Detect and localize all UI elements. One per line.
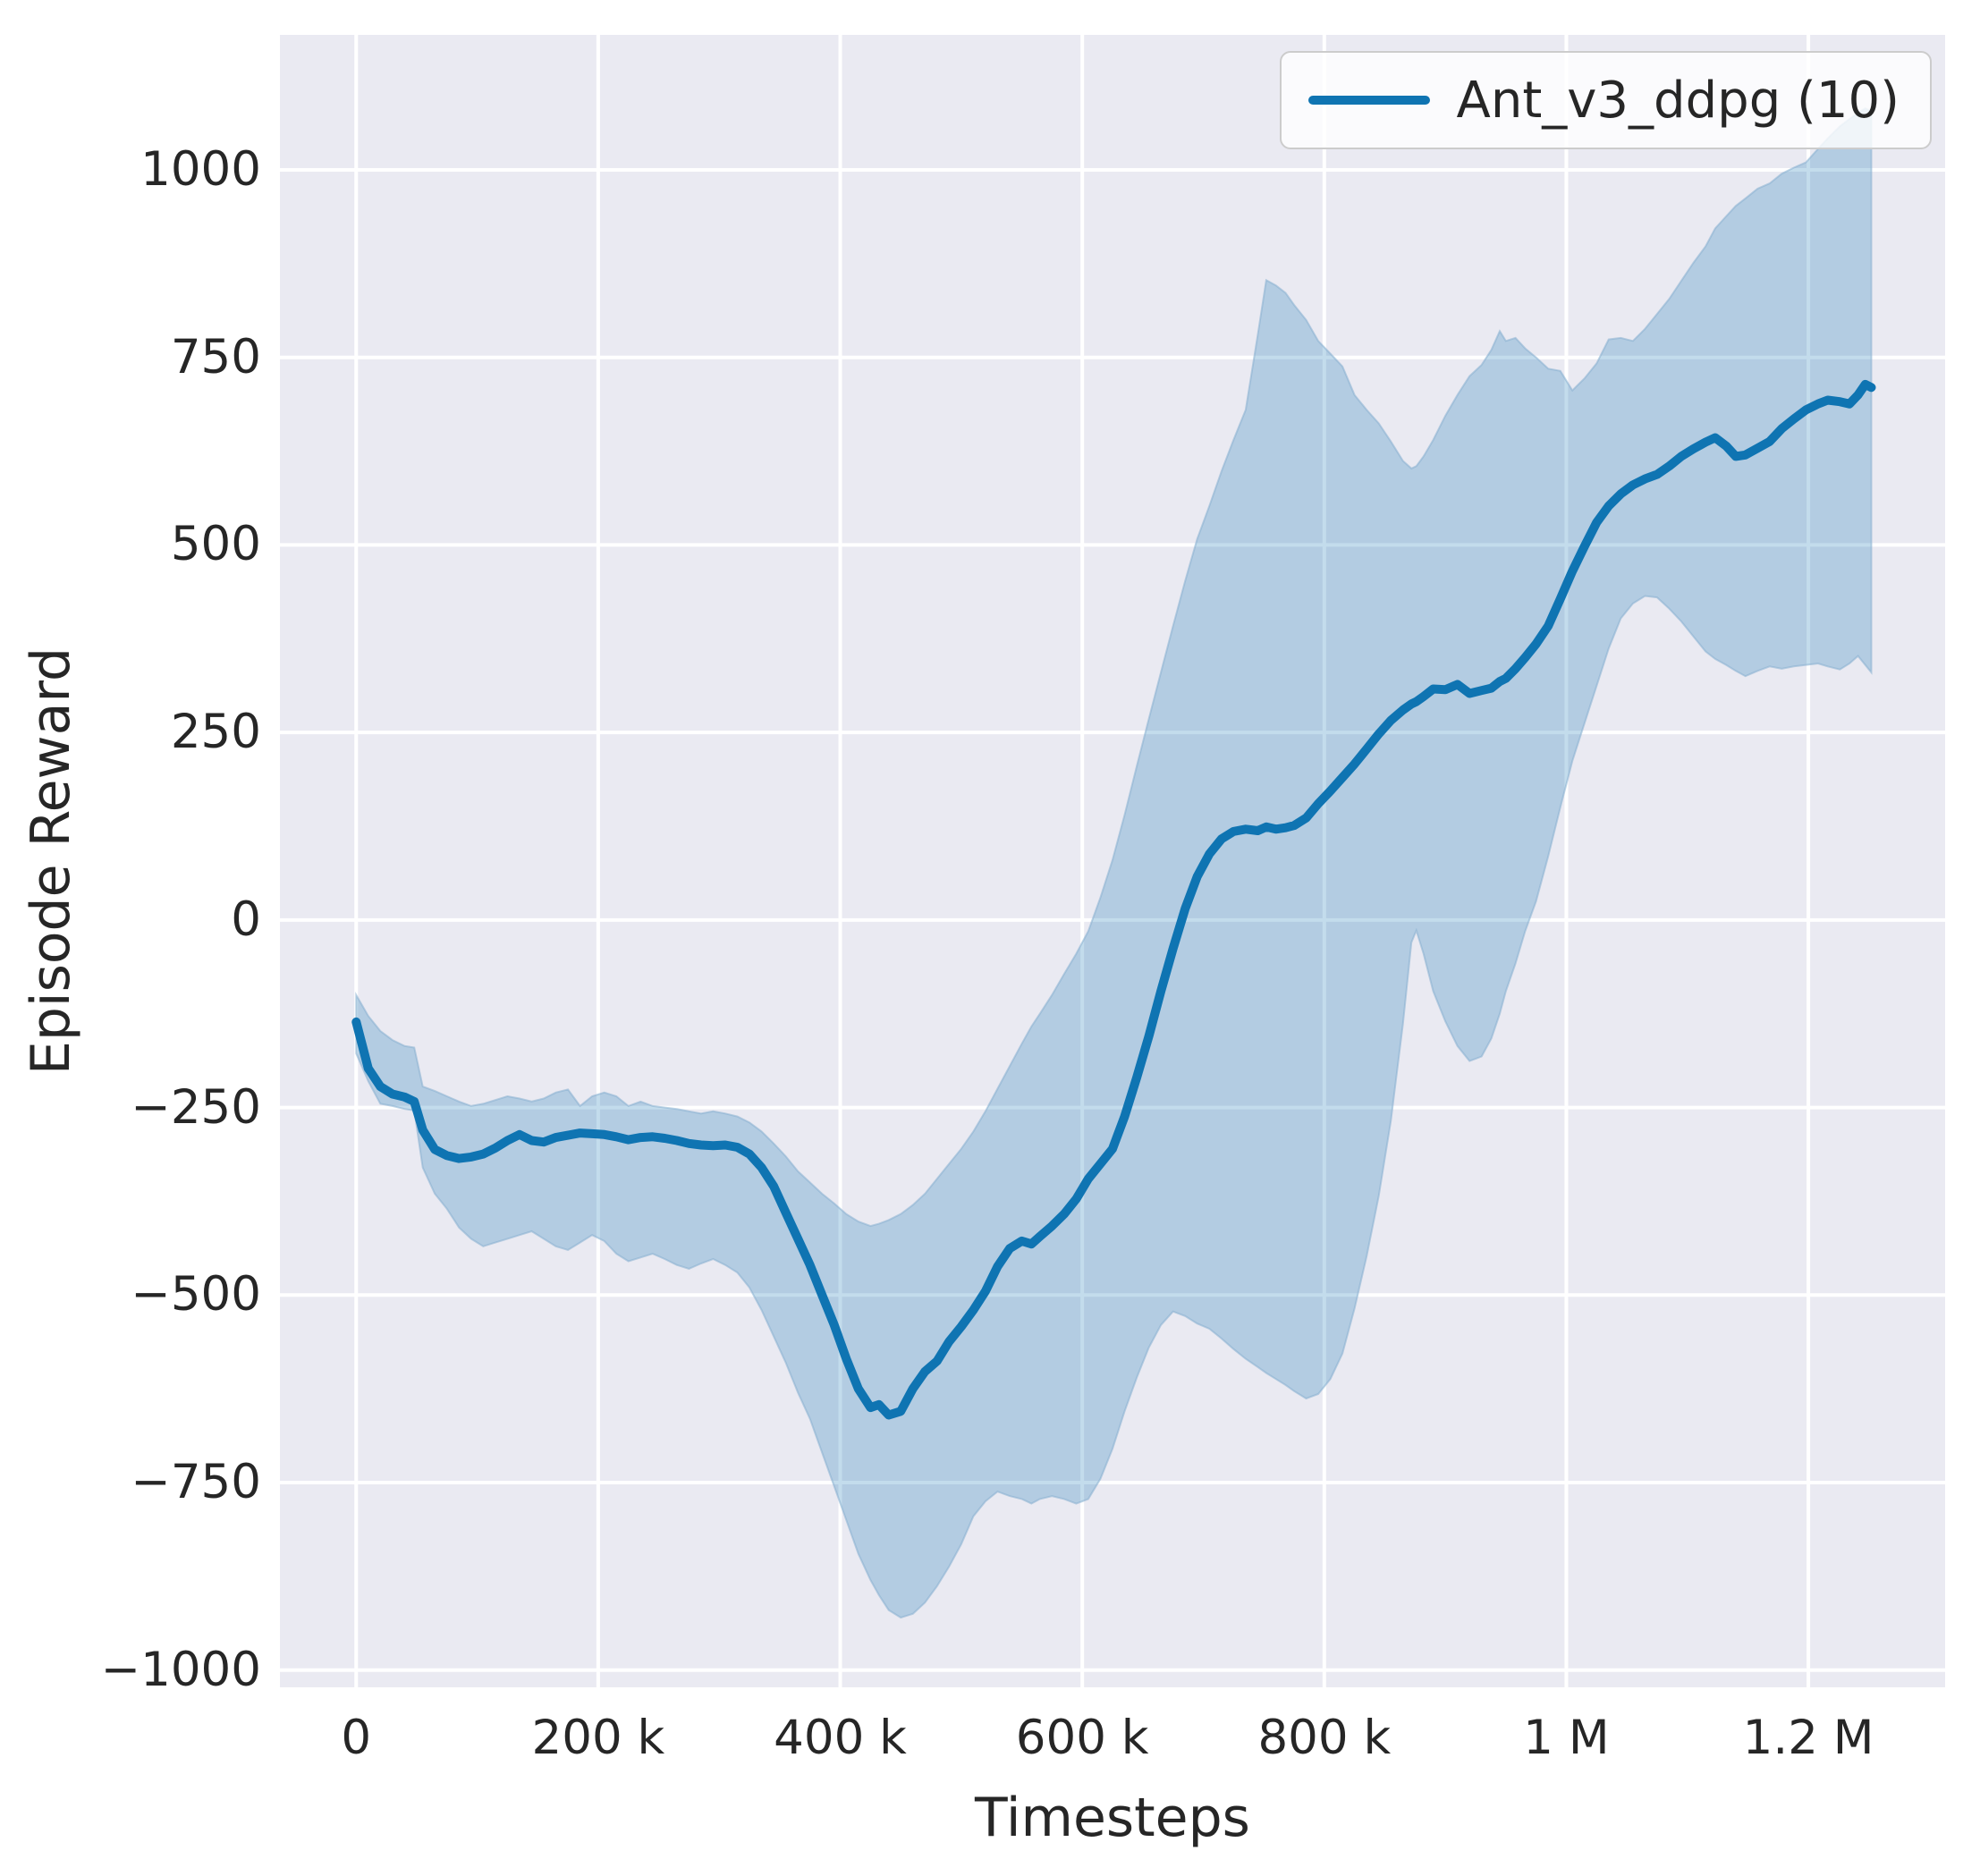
x-tick-label: 1.2 M	[1742, 1711, 1874, 1765]
y-tick-label: −250	[131, 1079, 261, 1135]
mean-line	[351, 379, 1876, 1420]
y-tick-label: 500	[170, 517, 261, 572]
y-tick-label: 1000	[140, 141, 261, 197]
y-tick-label: −500	[131, 1267, 261, 1322]
x-tick-label: 0	[341, 1711, 372, 1765]
y-axis-label: Episode Reward	[20, 646, 82, 1076]
y-tick-label: 0	[231, 892, 261, 947]
x-tick-label: 800 k	[1257, 1711, 1392, 1765]
plot-area	[280, 35, 1945, 1687]
x-tick-label: 600 k	[1015, 1711, 1149, 1765]
y-tick-label: 750	[170, 329, 261, 384]
legend: Ant_v3_ddpg (10)	[1279, 51, 1932, 149]
legend-line-swatch	[1307, 96, 1430, 105]
x-tick-label: 1 M	[1523, 1711, 1610, 1765]
x-tick-label: 200 k	[531, 1711, 665, 1765]
y-tick-label: 250	[170, 705, 261, 760]
y-tick-label: −1000	[100, 1642, 261, 1697]
x-axis-label: Timesteps	[975, 1787, 1250, 1849]
x-tick-label: 400 k	[774, 1711, 907, 1765]
y-tick-label: −750	[131, 1454, 261, 1509]
confidence-band	[355, 107, 1873, 1619]
legend-series-label: Ant_v3_ddpg (10)	[1456, 71, 1900, 130]
